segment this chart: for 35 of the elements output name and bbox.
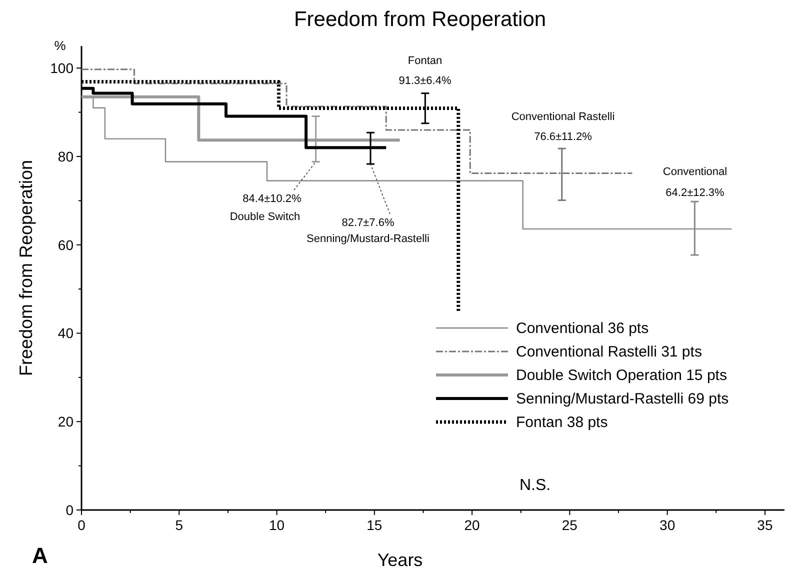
legend-label: Conventional 36 pts [516, 320, 649, 337]
annotation: Conventional [662, 166, 728, 178]
annotation: 91.3±6.4% [398, 75, 452, 87]
annotation: Senning/Mustard-Rastelli [306, 233, 430, 245]
annotation: Fontan [408, 55, 442, 67]
x-tick-label: 10 [268, 517, 285, 533]
legend-label: Conventional Rastelli 31 pts [516, 344, 702, 360]
y-tick-label: 100 [50, 60, 74, 76]
y-tick-label: 60 [58, 236, 74, 253]
y-tick-label: 0 [66, 502, 74, 518]
annotation: 64.2±12.3% [666, 187, 725, 199]
text: % [54, 38, 66, 53]
x-tick-label: 35 [757, 517, 773, 533]
legend-label: Senning/Mustard-Rastelli 69 pts [516, 390, 729, 408]
annotation: 84.4±10.2% [242, 193, 302, 205]
y-axis-title: Freedom from Reoperation [16, 160, 36, 376]
annotation: Double Switch [230, 211, 300, 223]
y-tick-label: 40 [58, 325, 74, 342]
legend-label: Double Switch Operation 15 pts [516, 367, 727, 384]
annotation: 76.6±11.2% [534, 131, 592, 143]
y-tick-label: 20 [58, 414, 74, 430]
annotation: 82.7±7.6% [342, 217, 394, 229]
x-axis-title: Years [377, 550, 423, 570]
x-tick-label: 20 [464, 517, 480, 533]
annotation: N.S. [519, 477, 551, 494]
x-tick-label: 30 [660, 517, 676, 533]
legend-label: Fontan 38 pts [516, 414, 608, 431]
text: A [32, 543, 48, 568]
x-tick-label: 0 [78, 517, 86, 533]
x-tick-label: 15 [366, 517, 382, 533]
x-tick-label: 25 [562, 517, 578, 533]
annotation: Conventional Rastelli [511, 111, 615, 123]
y-tick-label: 80 [58, 148, 74, 164]
x-tick-label: 5 [175, 517, 184, 533]
chart-title: Freedom from Reoperation [294, 8, 546, 31]
